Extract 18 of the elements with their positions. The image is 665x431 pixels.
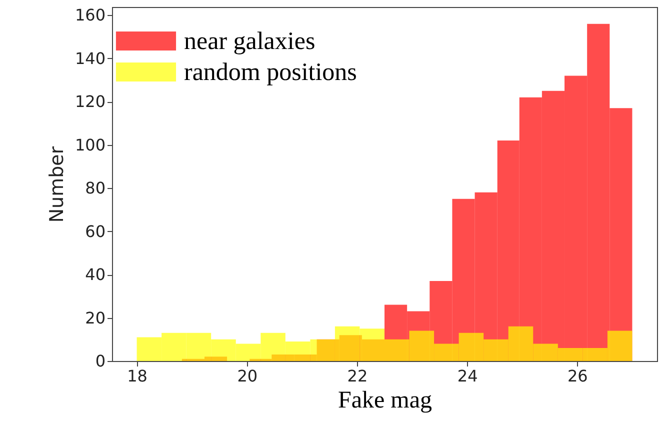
y-tick-label: 0 <box>95 352 106 370</box>
y-tick-label: 120 <box>74 92 106 112</box>
y-tick-label: 20 <box>85 308 106 328</box>
y-axis-title: Number <box>46 146 68 223</box>
x-tick-label: 18 <box>127 366 148 386</box>
y-tick-label: 40 <box>85 265 106 284</box>
x-tick-label: 20 <box>237 366 258 386</box>
y-tick-label: 80 <box>85 178 106 198</box>
x-tick-label: 22 <box>347 366 368 386</box>
y-tick-label: 60 <box>85 222 106 241</box>
y-tick-label: 100 <box>74 135 106 154</box>
y-tick-label: 160 <box>74 6 106 25</box>
x-axis-title: Fake mag <box>338 388 432 414</box>
x-tick-label: 24 <box>457 366 478 386</box>
legend-label: near galaxies <box>184 28 316 55</box>
legend-label: random positions <box>184 59 357 86</box>
x-tick-label: 26 <box>567 366 588 386</box>
y-tick-label: 140 <box>74 48 106 68</box>
